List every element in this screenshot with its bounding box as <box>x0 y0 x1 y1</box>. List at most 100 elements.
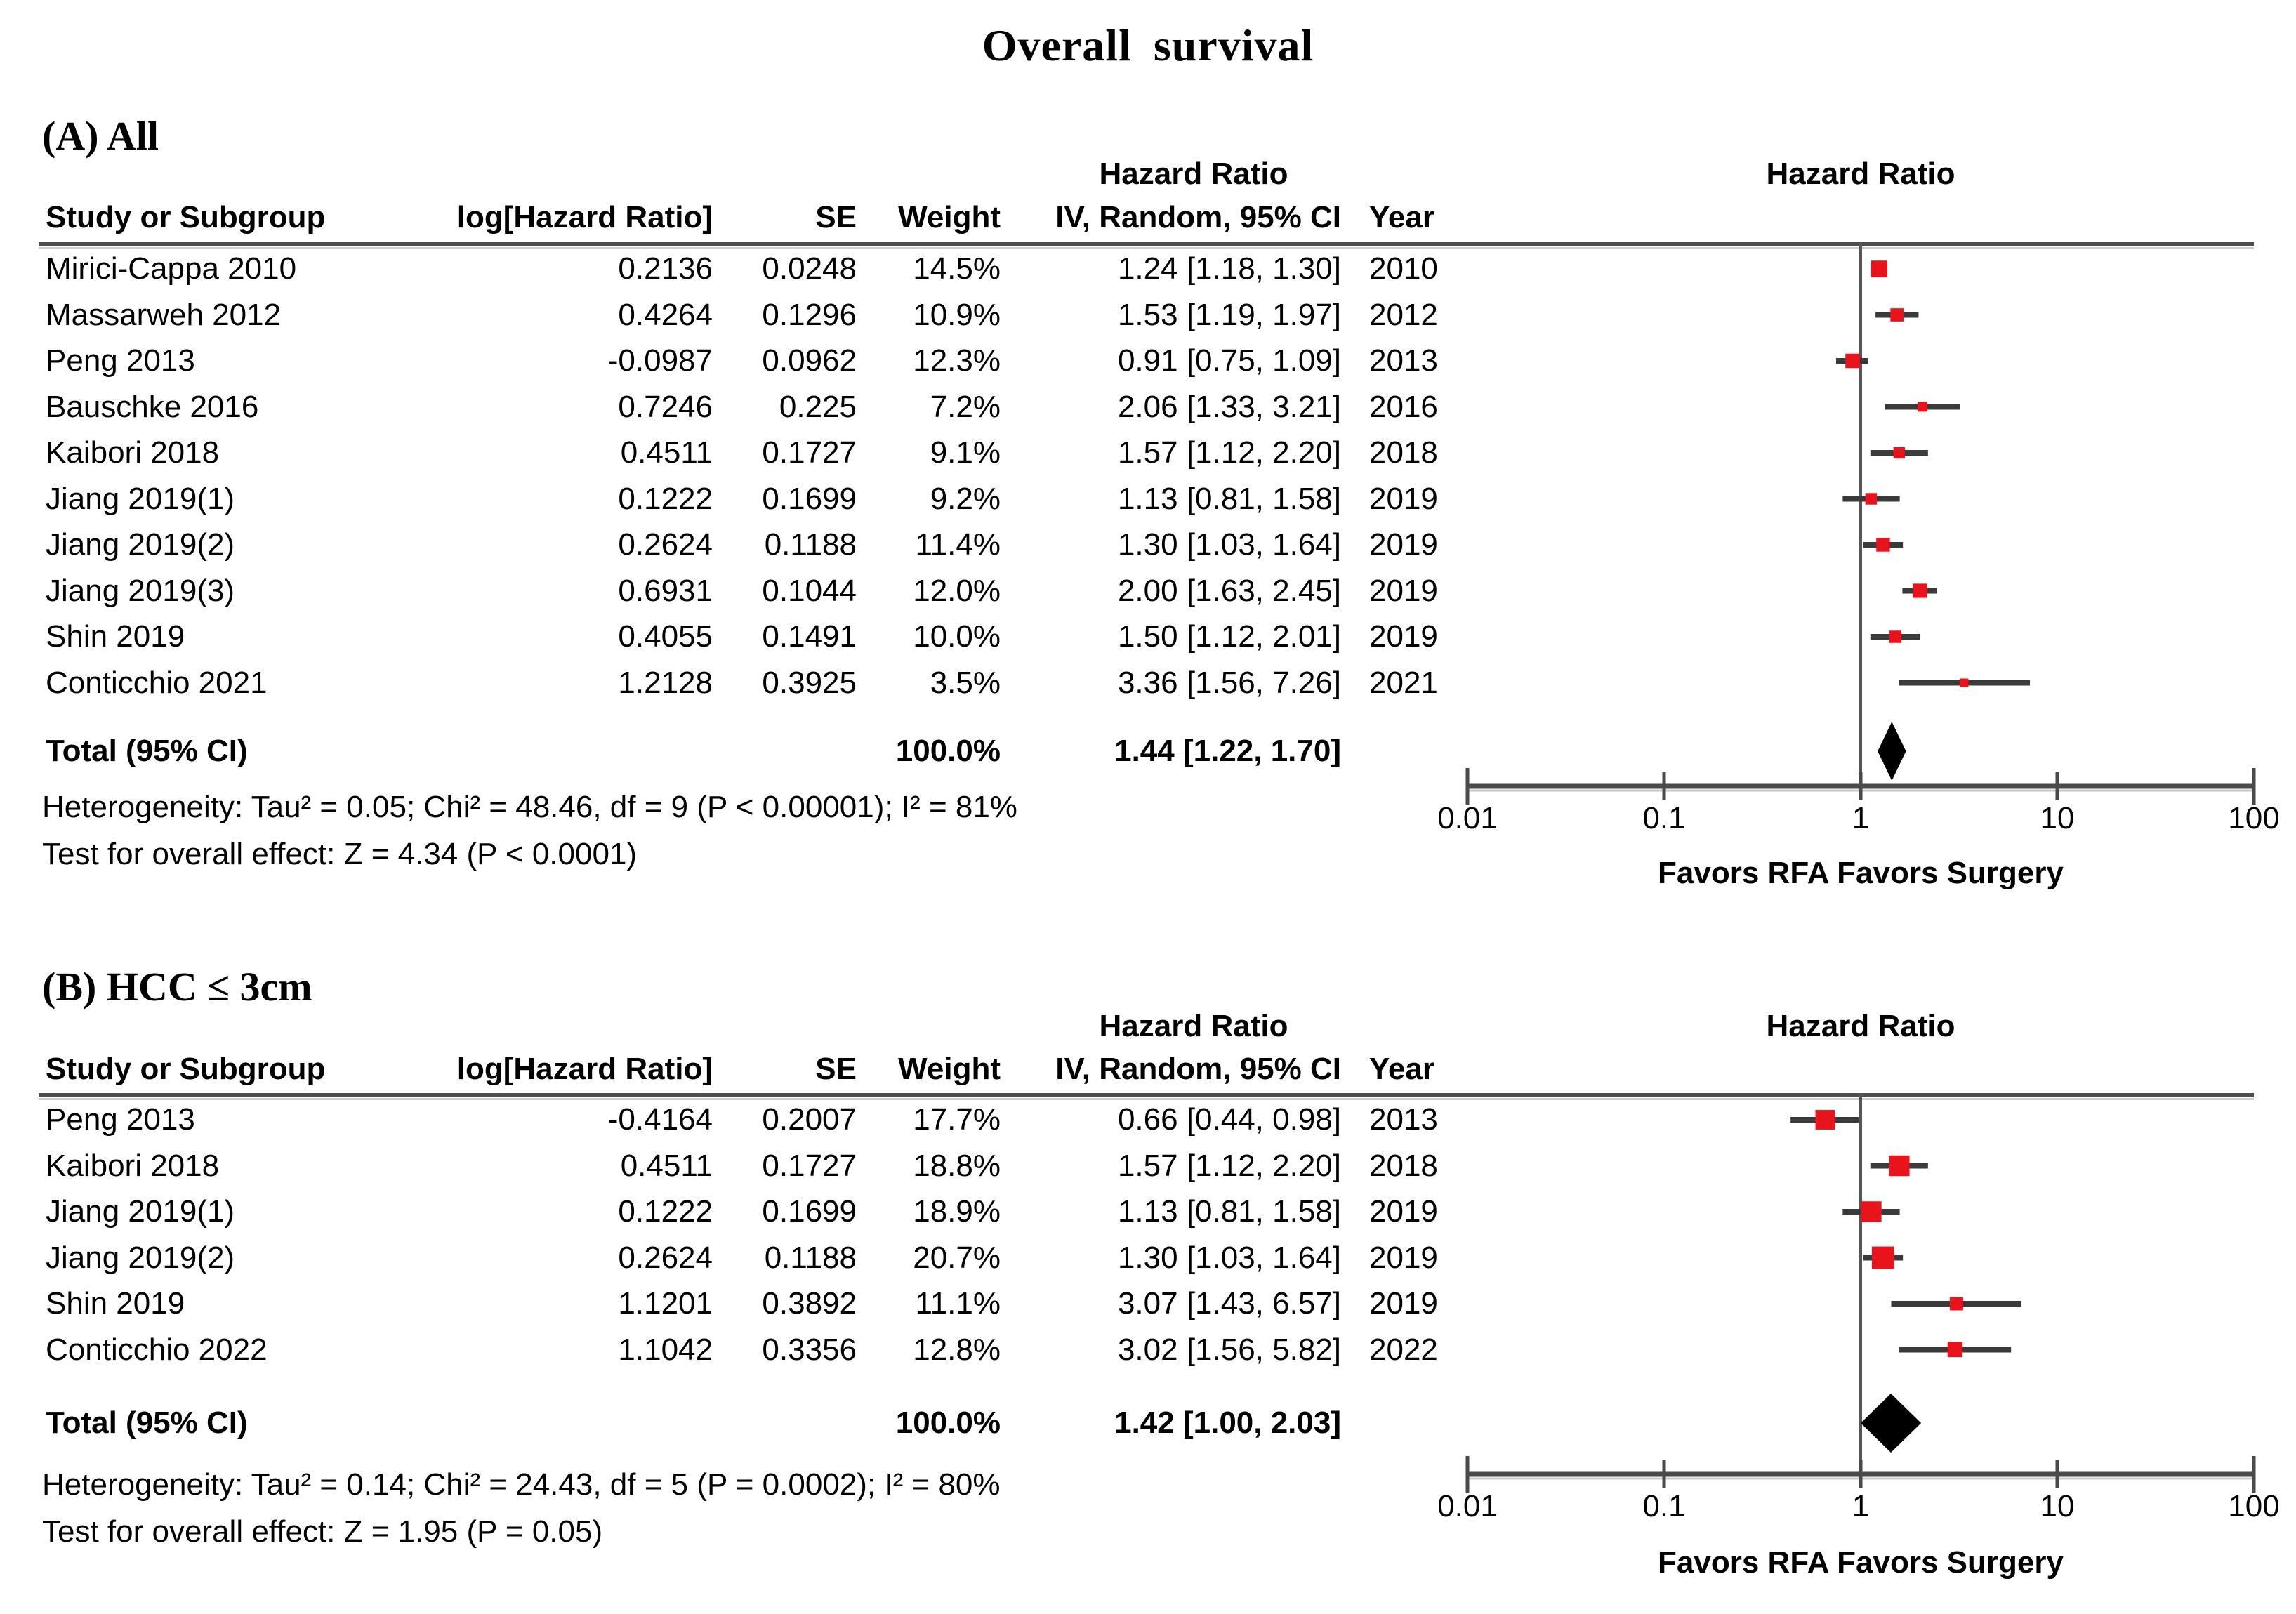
cell-year: 2018 <box>1369 1148 1438 1183</box>
pooled-diamond <box>1861 1394 1922 1453</box>
cell-year: 2010 <box>1369 251 1438 286</box>
total-label: Total (95% CI) <box>46 1405 248 1440</box>
cell-weight: 20.7% <box>913 1240 1001 1275</box>
effect-square <box>1889 1155 1910 1177</box>
cell-study: Jiang 2019(2) <box>46 527 235 562</box>
cell-se: 0.225 <box>779 389 857 424</box>
favors-label: Favors RFA Favors Surgery <box>1658 1545 2064 1580</box>
col-header-ci: IV, Random, 95% CI <box>1055 1052 1341 1086</box>
col-header-se: SE <box>815 1052 857 1086</box>
overall-effect-text: Test for overall effect: Z = 4.34 (P < 0… <box>42 837 638 871</box>
header-rule-shadow <box>39 1098 2254 1100</box>
effect-square <box>1815 1110 1835 1130</box>
cell-year: 2018 <box>1369 435 1438 470</box>
cell-se: 0.3892 <box>762 1286 857 1321</box>
cell-ci: 1.53 [1.19, 1.97] <box>1117 297 1341 332</box>
cell-ci: 0.66 [0.44, 0.98] <box>1117 1102 1341 1137</box>
cell-loghr: 0.4511 <box>620 435 713 470</box>
effect-square <box>1949 1297 1963 1311</box>
cell-loghr: -0.4164 <box>607 1102 713 1137</box>
cell-year: 2019 <box>1369 1286 1438 1321</box>
cell-ci: 1.13 [0.81, 1.58] <box>1117 1194 1341 1229</box>
cell-ci: 1.57 [1.12, 2.20] <box>1117 435 1341 470</box>
cell-loghr: 0.4511 <box>620 1148 713 1183</box>
cell-weight: 9.2% <box>930 481 1001 516</box>
cell-weight: 3.5% <box>930 665 1001 700</box>
cell-ci: 1.30 [1.03, 1.64] <box>1117 1240 1341 1275</box>
cell-study: Jiang 2019(2) <box>46 1240 235 1275</box>
axis-tick-label: 10 <box>2040 801 2075 835</box>
hazard-ratio-plot-header: Hazard Ratio <box>1766 1009 1955 1043</box>
cell-loghr: -0.0987 <box>607 343 713 378</box>
cell-study: Peng 2013 <box>46 343 195 378</box>
cell-ci: 1.57 [1.12, 2.20] <box>1117 1148 1341 1183</box>
effect-square <box>1865 493 1878 505</box>
effect-square <box>1861 1201 1882 1222</box>
cell-weight: 11.4% <box>915 527 1001 562</box>
cell-weight: 17.7% <box>913 1102 1001 1137</box>
cell-study: Mirici-Cappa 2010 <box>46 251 297 286</box>
cell-study: Jiang 2019(3) <box>46 573 235 608</box>
effect-square <box>1889 630 1902 643</box>
cell-year: 2013 <box>1369 343 1438 378</box>
total-ci: 1.44 [1.22, 1.70] <box>1114 734 1341 768</box>
col-header-loghr: log[Hazard Ratio] <box>456 200 713 234</box>
total-label: Total (95% CI) <box>46 734 248 768</box>
col-header-ci: IV, Random, 95% CI <box>1055 200 1341 234</box>
cell-loghr: 0.4264 <box>618 297 713 332</box>
cell-se: 0.1044 <box>762 573 857 608</box>
col-header-year: Year <box>1369 1052 1434 1086</box>
cell-se: 0.0962 <box>762 343 857 378</box>
cell-study: Kaibori 2018 <box>46 1148 220 1183</box>
cell-weight: 12.8% <box>913 1332 1001 1367</box>
cell-ci: 2.00 [1.63, 2.45] <box>1117 573 1341 608</box>
cell-year: 2022 <box>1369 1332 1438 1367</box>
total-weight: 100.0% <box>895 734 1001 768</box>
hazard-ratio-table-header: Hazard Ratio <box>1099 157 1288 191</box>
cell-study: Conticchio 2022 <box>46 1332 268 1367</box>
axis-tick-label: 1 <box>1852 801 1869 835</box>
header-rule-shadow <box>39 247 2254 249</box>
cell-ci: 2.06 [1.33, 3.21] <box>1117 389 1341 424</box>
cell-se: 0.1727 <box>762 1148 857 1183</box>
effect-square <box>1893 447 1905 459</box>
effect-square <box>1845 353 1860 369</box>
cell-weight: 9.1% <box>930 435 1001 470</box>
cell-year: 2016 <box>1369 389 1438 424</box>
cell-se: 0.1188 <box>764 1240 857 1275</box>
cell-se: 0.2007 <box>762 1102 857 1137</box>
cell-year: 2019 <box>1369 481 1438 516</box>
cell-se: 0.1491 <box>762 619 857 654</box>
cell-study: Shin 2019 <box>46 619 185 654</box>
cell-study: Peng 2013 <box>46 1102 195 1137</box>
cell-year: 2019 <box>1369 1240 1438 1275</box>
cell-study: Jiang 2019(1) <box>46 1194 235 1229</box>
cell-se: 0.3925 <box>762 665 857 700</box>
axis-tick-label: 0.1 <box>1642 1489 1685 1523</box>
cell-study: Jiang 2019(1) <box>46 481 235 516</box>
col-header-year: Year <box>1369 200 1434 234</box>
cell-year: 2013 <box>1369 1102 1438 1137</box>
cell-weight: 12.3% <box>913 343 1001 378</box>
cell-weight: 11.1% <box>915 1286 1001 1321</box>
cell-loghr: 0.1222 <box>618 481 713 516</box>
cell-weight: 7.2% <box>930 389 1001 424</box>
effect-square <box>1913 583 1927 598</box>
cell-ci: 3.36 [1.56, 7.26] <box>1117 665 1341 700</box>
effect-square <box>1947 1342 1963 1358</box>
pooled-diamond <box>1878 722 1906 781</box>
axis-tick-label: 100 <box>2228 801 2279 835</box>
cell-year: 2012 <box>1369 297 1438 332</box>
axis-tick-label: 1 <box>1852 1489 1869 1523</box>
cell-ci: 1.24 [1.18, 1.30] <box>1117 251 1341 286</box>
total-weight: 100.0% <box>895 1405 1001 1440</box>
cell-weight: 14.5% <box>913 251 1001 286</box>
panel-a-label: (A) All <box>42 113 159 159</box>
col-header-se: SE <box>815 200 857 234</box>
cell-se: 0.1699 <box>762 481 857 516</box>
cell-loghr: 0.2624 <box>618 1240 713 1275</box>
header-rule <box>39 242 2254 246</box>
